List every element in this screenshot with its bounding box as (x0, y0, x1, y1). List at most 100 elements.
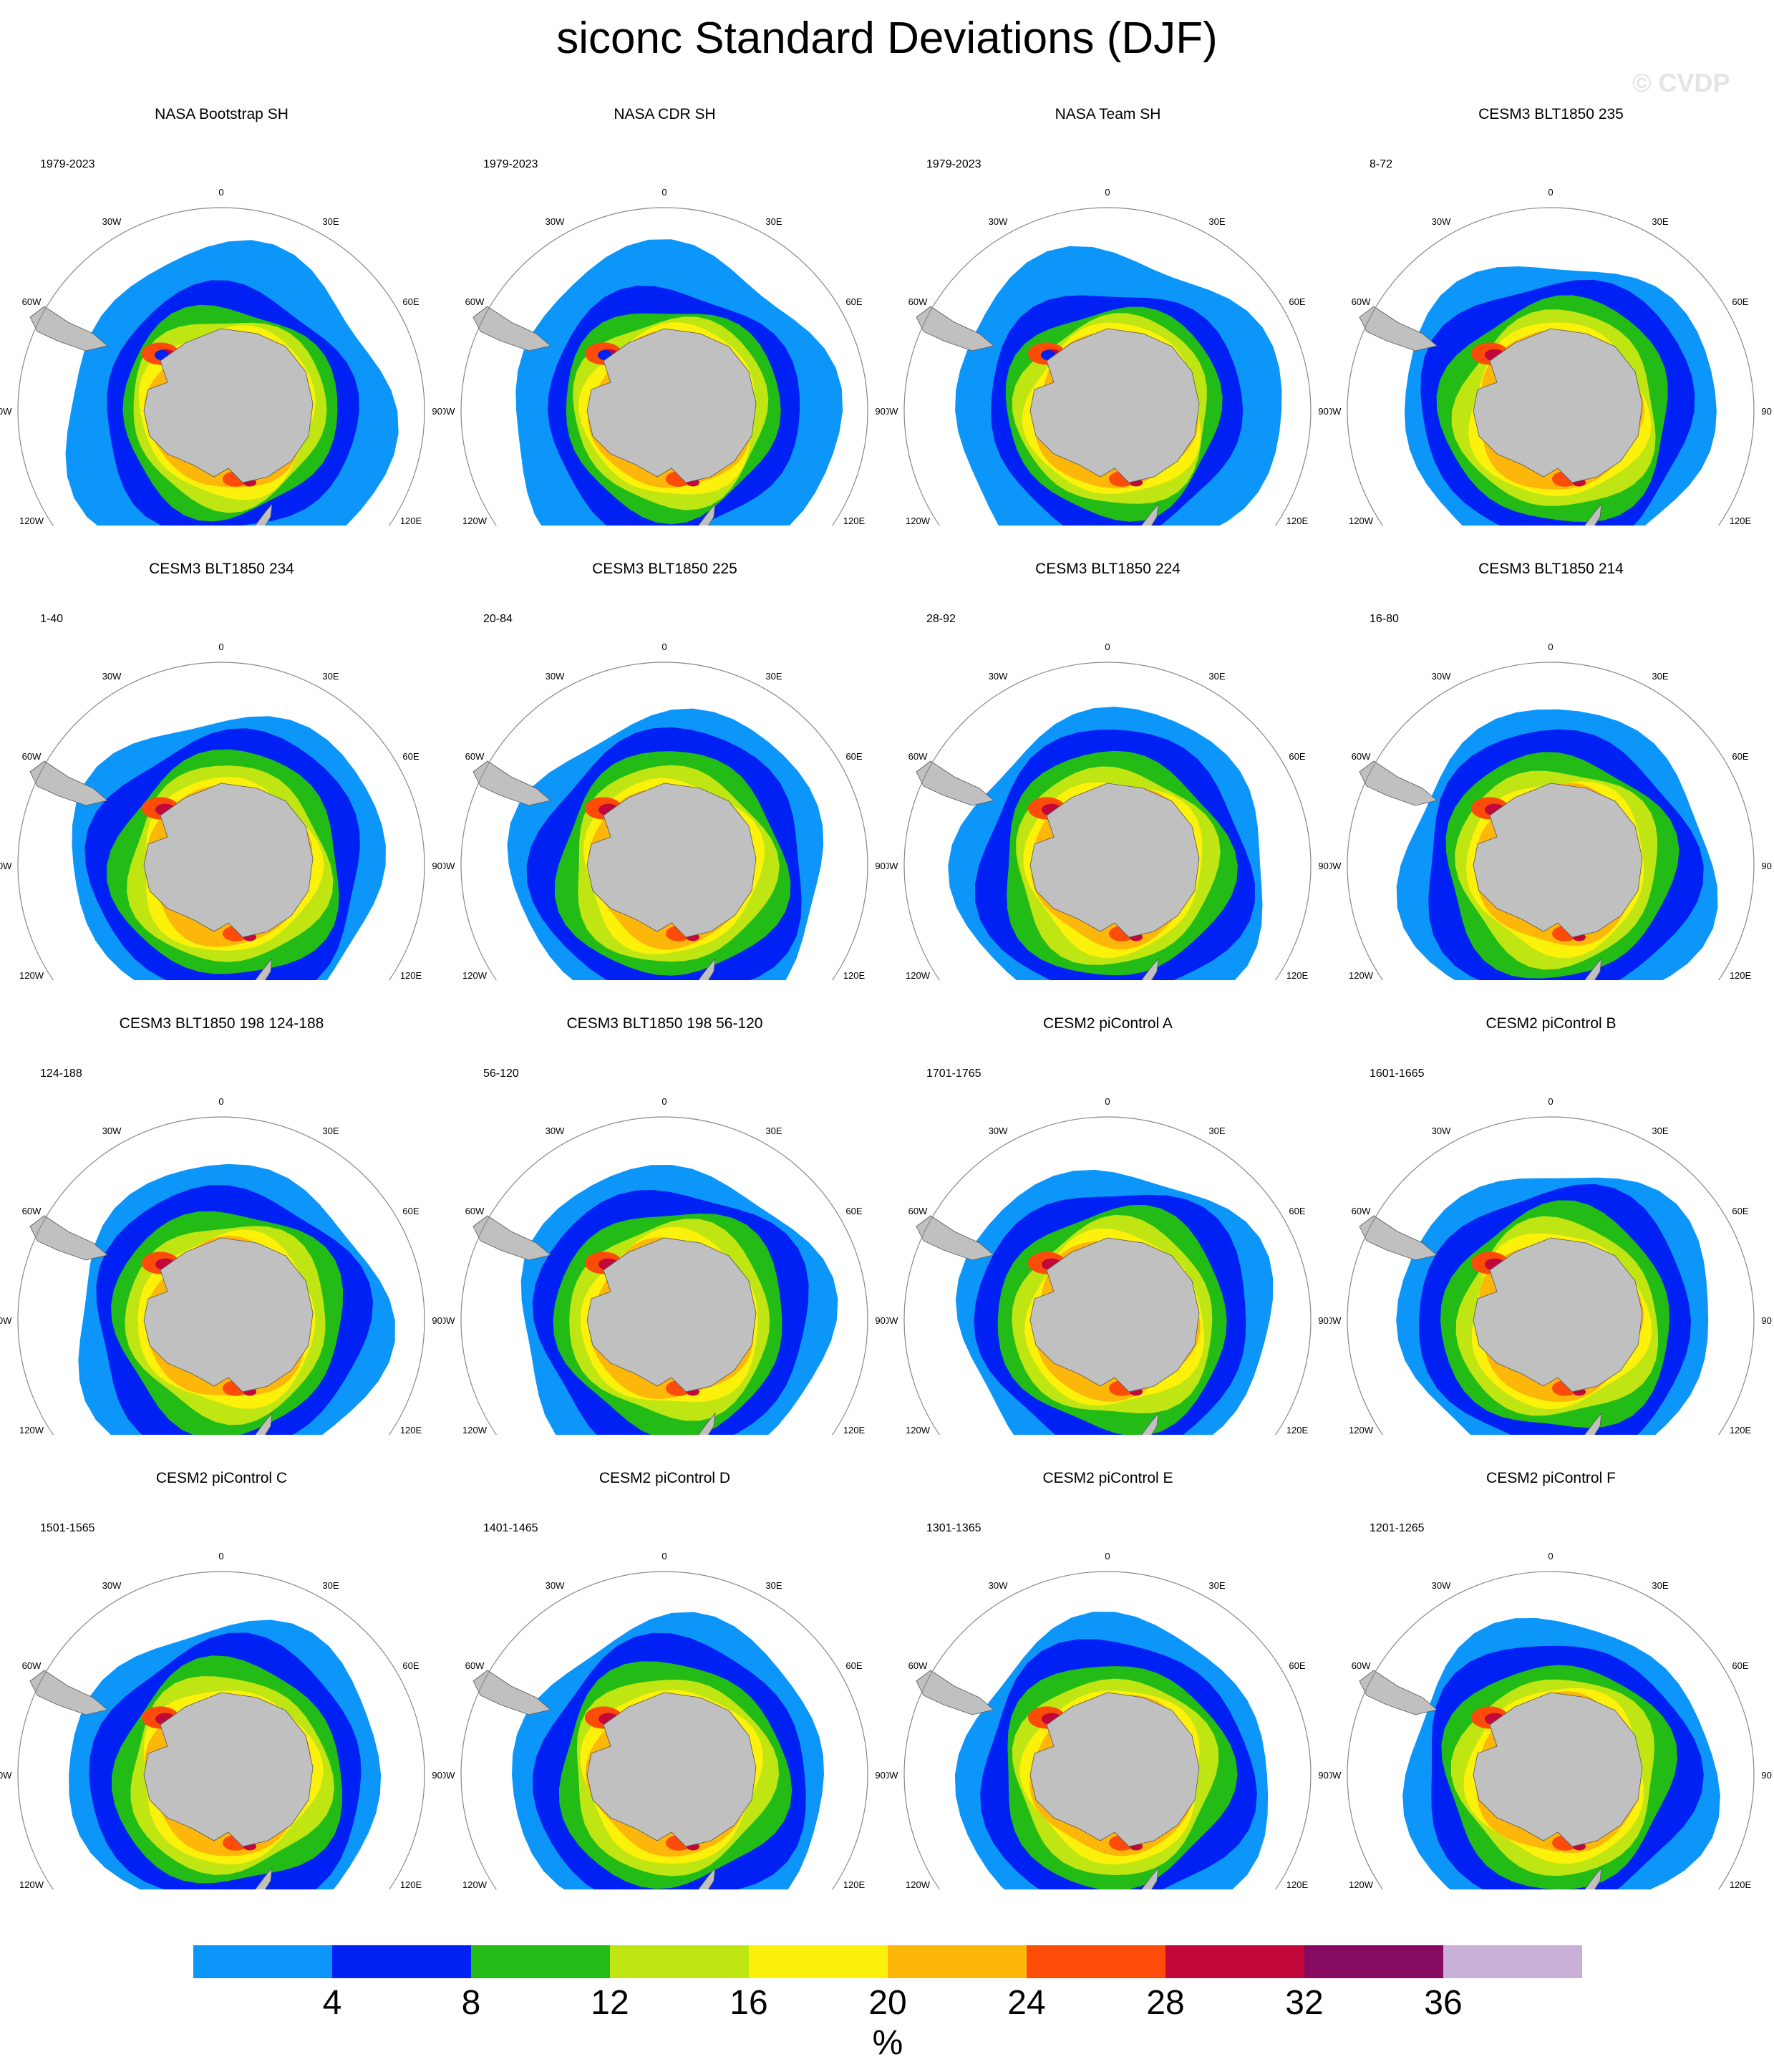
longitude-label: 30E (1208, 216, 1225, 227)
south-america-landmass (472, 306, 551, 352)
new-zealand-landmass (698, 957, 716, 980)
map-panel: CESM2 piControl A 1701-1765 0 30E 60E 90E 120E… (886, 979, 1329, 1435)
colorbar-swatch (888, 1945, 1027, 1978)
longitude-label: 90E (1761, 406, 1773, 417)
longitude-label: 60E (845, 296, 862, 307)
longitude-label: 30W (102, 1580, 122, 1591)
longitude-label: 30W (1432, 671, 1451, 682)
longitude-label: 90E (1761, 1315, 1773, 1326)
longitude-label: 120W (462, 970, 488, 980)
map-boundary (903, 662, 1312, 980)
panel-years: 28-92 (926, 613, 956, 625)
colorbar-tick-label: 32 (1285, 1984, 1324, 2022)
antarctica-landmass (143, 328, 314, 483)
antarctica-landmass (143, 1692, 314, 1847)
map-panel: CESM2 piControl B 1601-1665 0 30E 60E 90E 120E… (1329, 979, 1773, 1435)
longitude-label: 120E (1730, 970, 1752, 980)
longitude-label: 120W (19, 1425, 44, 1435)
longitude-label: 30E (322, 1125, 339, 1136)
longitude-label: 30W (546, 216, 565, 227)
map-boundary (17, 1116, 425, 1435)
map-boundary (460, 1571, 868, 1889)
longitude-label: 0 (661, 187, 667, 198)
map-boundary (460, 1116, 868, 1435)
longitude-label: 60W (22, 296, 42, 307)
longitude-label: 60E (845, 1660, 862, 1671)
polar-map: 030E60E90E120E150E180150W120W90W60W30W (886, 1551, 1329, 1889)
longitude-label: 90W (1329, 861, 1342, 871)
polar-map: 030E60E90E120E150E180150W120W90W60W30W (1329, 642, 1773, 980)
polar-map: 030E60E90E120E150E180150W120W90W60W30W (443, 1096, 886, 1435)
longitude-label: 90E (432, 1770, 443, 1781)
polar-map: 030E60E90E120E150E180150W120W90W60W30W (1329, 1096, 1773, 1435)
polar-map: 030E60E90E120E150E180150W120W90W60W30W (443, 1551, 886, 1889)
longitude-label: 30W (546, 1125, 565, 1136)
polar-map: 030E60E90E120E150E180150W120W90W60W30W (886, 642, 1329, 980)
longitude-label: 120E (1286, 1425, 1309, 1435)
longitude-label: 90E (1761, 1770, 1773, 1781)
colorbar-swatch (1443, 1945, 1583, 1978)
longitude-label: 90W (886, 1315, 898, 1326)
panel-title: CESM3 BLT1850 234 (149, 561, 294, 577)
colorbar-units-label: % (872, 2024, 903, 2062)
longitude-label: 0 (218, 1551, 223, 1562)
longitude-label: 30E (322, 216, 339, 227)
map-boundary (1347, 662, 1755, 980)
panel-years: 1701-1765 (926, 1068, 981, 1080)
new-zealand-landmass (698, 1412, 716, 1435)
antarctica-landmass (143, 783, 314, 938)
longitude-label: 30W (546, 1580, 565, 1591)
new-zealand-landmass (1141, 503, 1159, 526)
south-america-landmass (472, 1670, 551, 1715)
panel-title: NASA CDR SH (614, 106, 716, 122)
map-panel: CESM3 BLT1850 22520-84030E60E90E120E150E… (443, 525, 886, 980)
colorbar-tick-label: 28 (1146, 1984, 1185, 2022)
south-america-landmass (916, 1215, 994, 1261)
longitude-label: 60W (1352, 1206, 1371, 1216)
new-zealand-landmass (1141, 1867, 1159, 1889)
longitude-label: 30E (322, 1580, 339, 1591)
panel-title: CESM3 BLT1850 198 124-188 (119, 1015, 324, 1032)
antarctica-landmass (1473, 783, 1643, 938)
map-panel: CESM3 BLT1850 224 28-92 030E60E90E120E150E… (886, 525, 1329, 980)
longitude-label: 60W (22, 1660, 42, 1671)
longitude-label: 120E (1730, 1425, 1752, 1435)
polar-map: 030E60E90E120E150E180150W120W90W60W30W (443, 642, 886, 980)
panel-years: 1401-1465 (483, 1522, 538, 1534)
longitude-label: 90W (0, 406, 12, 417)
longitude-label: 90E (875, 1770, 886, 1781)
longitude-label: 120W (1349, 970, 1374, 980)
map-panel: CESM2 piControl E 1301-1365 0 30E 60E 90E 120E… (886, 1434, 1329, 1889)
antarctica-landmass (1473, 1237, 1643, 1393)
longitude-label: 30E (1208, 671, 1225, 682)
longitude-label: 90E (1761, 861, 1773, 871)
longitude-label: 30W (102, 1125, 122, 1136)
longitude-label: 120E (400, 1425, 422, 1435)
panel-years: 1979-2023 (483, 158, 538, 170)
south-america-landmass (916, 760, 994, 806)
longitude-label: 0 (661, 1551, 667, 1562)
longitude-label: 60E (845, 751, 862, 762)
south-america-landmass (29, 1215, 108, 1261)
longitude-label: 120W (906, 1425, 931, 1435)
page-title: siconc Standard Deviations (DJF) (556, 14, 1218, 63)
south-america-landmass (1359, 760, 1438, 806)
panel-years: 1-40 (40, 613, 64, 625)
longitude-label: 60W (908, 1660, 928, 1671)
longitude-label: 90E (432, 406, 443, 417)
panel-years: 124-188 (40, 1068, 82, 1080)
antarctica-landmass (1029, 783, 1200, 938)
colorbar-tick-label: 20 (868, 1984, 907, 2022)
longitude-label: 0 (218, 187, 223, 198)
longitude-label: 60W (908, 296, 928, 307)
longitude-label: 90W (1329, 1770, 1342, 1781)
map-boundary (1347, 1571, 1755, 1889)
longitude-label: 120W (1349, 515, 1374, 526)
polar-map: 030E60E90E120E150E180150W120W90W60W30W (443, 187, 886, 526)
panel-title: CESM3 BLT1850 198 56-120 (566, 1015, 763, 1032)
panel-title: CESM3 BLT1850 224 (1035, 561, 1181, 577)
panel-title: CESM2 piControl B (1485, 1015, 1617, 1032)
longitude-label: 0 (1548, 642, 1553, 652)
longitude-label: 90E (1318, 1315, 1329, 1326)
colorbar-tick-label: 16 (730, 1984, 768, 2022)
